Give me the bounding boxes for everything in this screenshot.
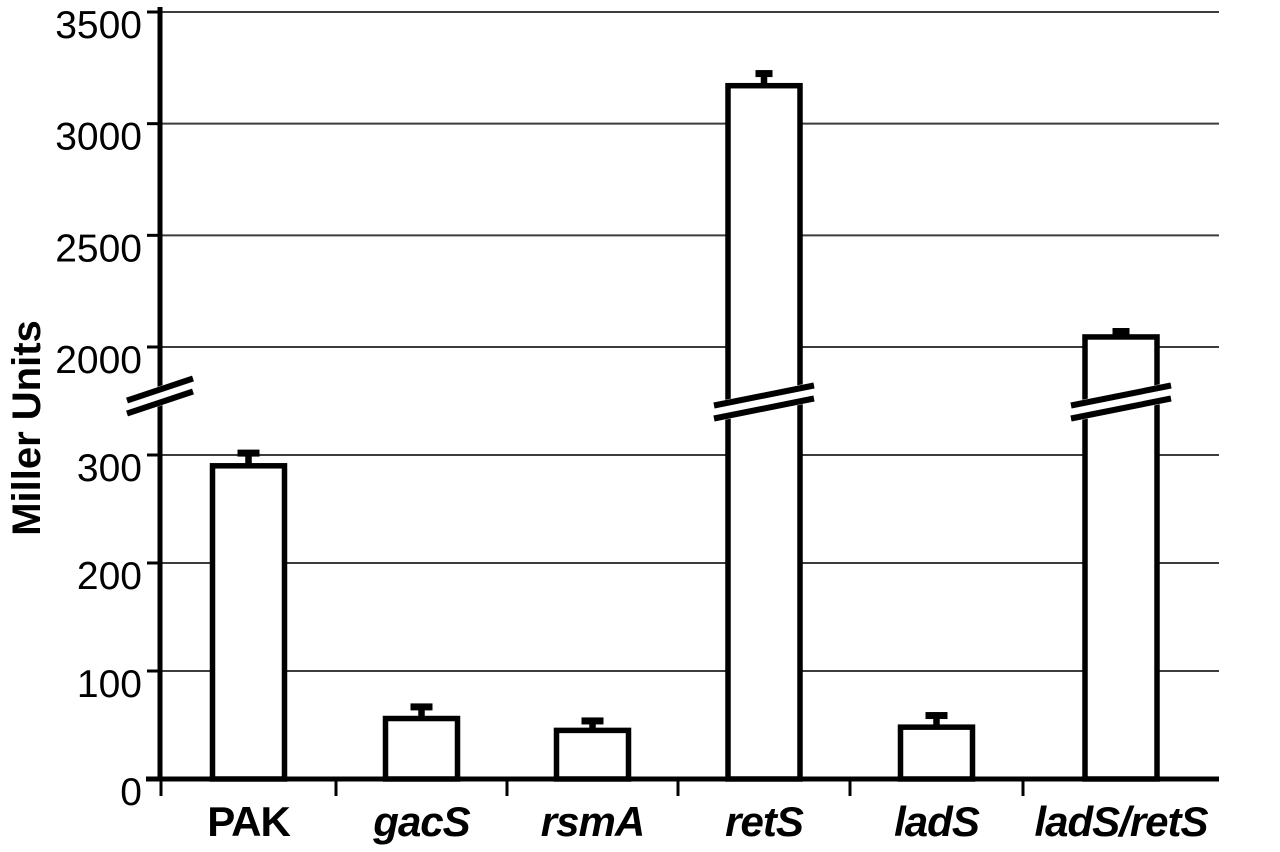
category-label-ladS: ladS — [894, 798, 980, 845]
category-label-PAK: PAK — [207, 798, 290, 845]
bar-retS — [725, 82, 803, 782]
bar-ladS — [897, 724, 976, 782]
error-bar-stem-ladS-retS — [1117, 334, 1125, 339]
error-bar-stem-ladS — [933, 718, 940, 730]
error-bar-cap-ladS — [925, 712, 948, 720]
y-tick-label-100: 100 — [77, 663, 142, 706]
error-bar-stem-retS — [760, 76, 768, 88]
category-label-gacS: gacS — [372, 798, 470, 845]
y-axis-break-slash-2 — [126, 388, 194, 417]
error-bar-stem-PAK — [245, 455, 252, 468]
bar-break-ladS-retS-slash-2 — [1070, 395, 1172, 422]
plot-area: 2000 2500 3000 3500 300 200 100 0 PAK gacS rsmA ret… — [55, 4, 1219, 845]
error-bar-cap-PAK — [237, 449, 260, 457]
error-bar-cap-rsmA — [581, 717, 604, 725]
y-tick-label-300: 300 — [77, 447, 142, 490]
bar-break-retS-slash-1 — [713, 382, 815, 409]
y-tick-label-2500: 2500 — [55, 227, 142, 270]
category-label-retS: retS — [725, 798, 804, 845]
category-label-ladS-retS: ladS/retS — [1034, 798, 1208, 845]
y-tick-label-0: 0 — [120, 771, 142, 814]
y-tick-label-3500: 3500 — [55, 4, 142, 47]
category-label-rsmA: rsmA — [541, 798, 644, 845]
bar-PAK — [209, 463, 288, 782]
y-tick-label-200: 200 — [77, 555, 142, 598]
error-bar-cap-ladS-retS — [1112, 328, 1130, 336]
bar-break-ladS-retS-slash-1 — [1070, 382, 1172, 409]
error-bar-stem-gacS — [418, 709, 425, 721]
error-bar-stem-rsmA — [589, 723, 596, 733]
y-tick-label-2000: 2000 — [55, 339, 142, 382]
bar-rsmA — [553, 727, 632, 782]
error-bar-cap-retS — [755, 70, 773, 78]
bar-break-retS-slash-2 — [713, 395, 815, 422]
error-bar-cap-gacS — [410, 703, 433, 711]
bar-gacS — [382, 715, 461, 782]
y-axis-break-slash-1 — [126, 375, 194, 404]
y-tick-label-3000: 3000 — [55, 116, 142, 159]
y-axis-title: Miller Units — [5, 320, 49, 536]
